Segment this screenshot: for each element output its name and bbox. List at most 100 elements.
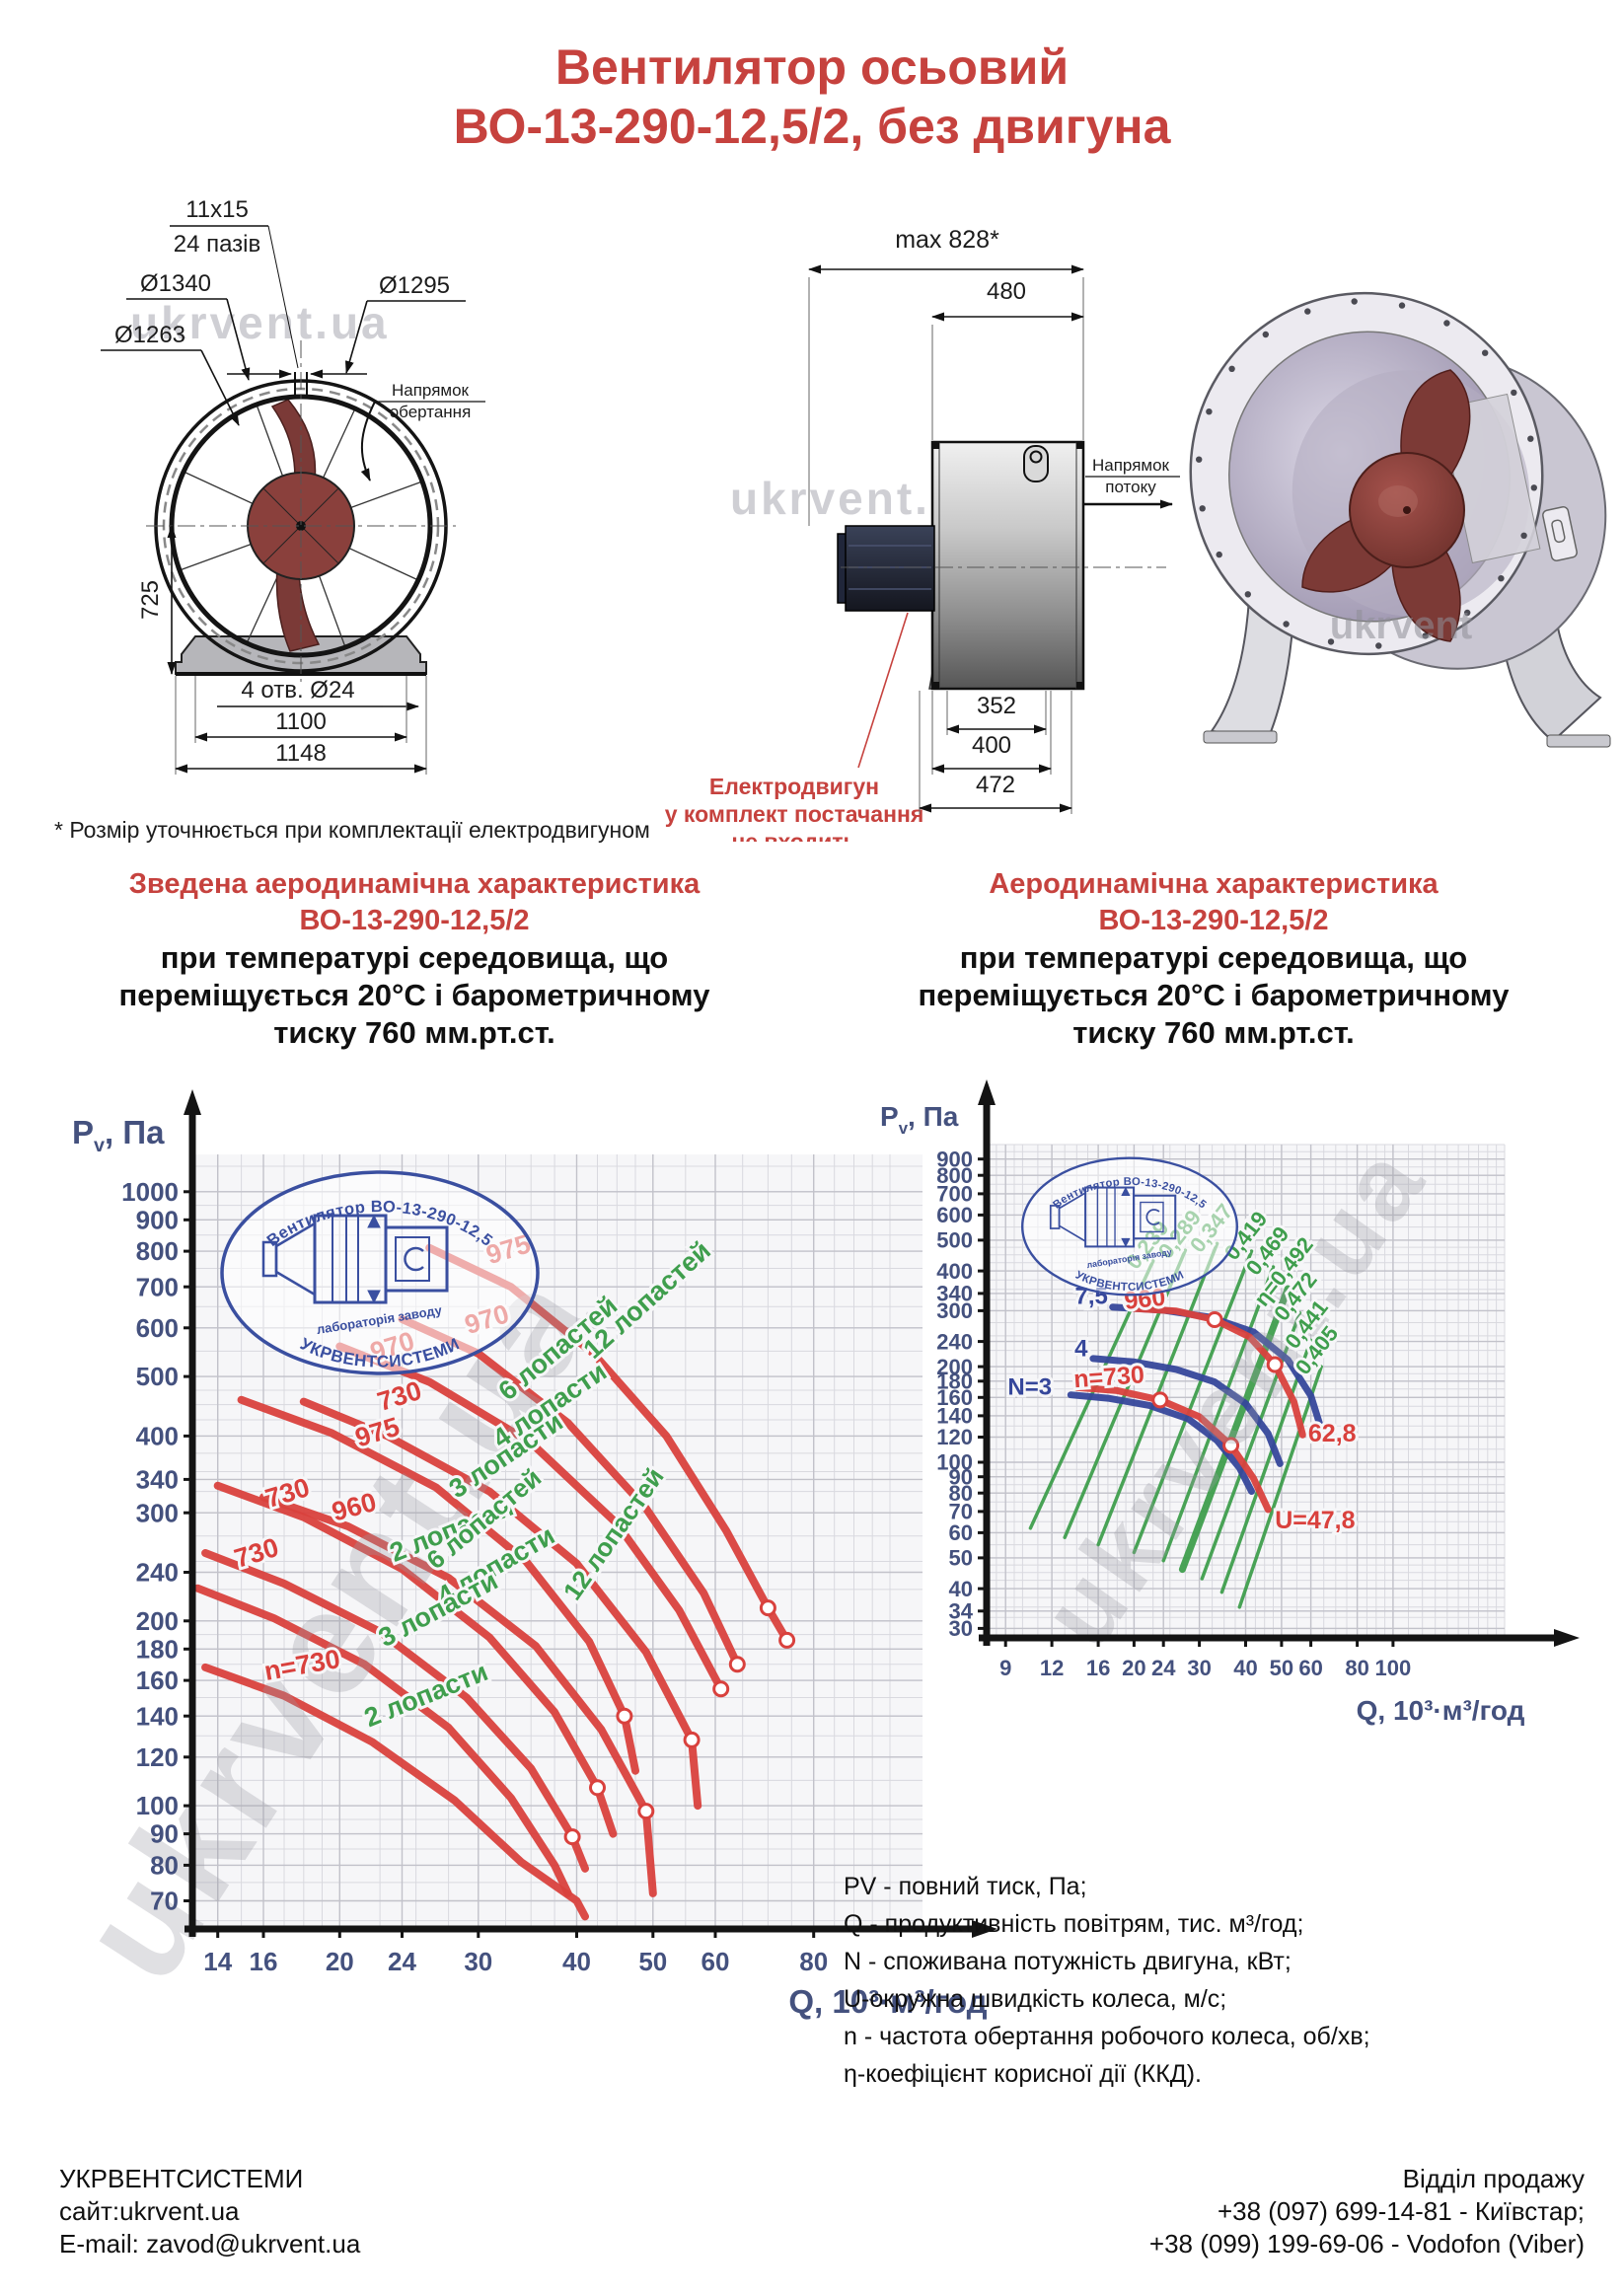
rim-plate xyxy=(1542,506,1578,561)
data-marker xyxy=(1151,1391,1169,1409)
left-section-title-1: Зведена аеродинамічна характеристика xyxy=(128,868,701,900)
left-section-header: Зведена аеродинамічна характеристика ВО-… xyxy=(39,866,789,1052)
data-marker xyxy=(616,1707,633,1725)
summary-chart-svg: ukrvent.ua97512 лопастей9706 лопастей970… xyxy=(54,1089,997,2020)
right-section-header: Аеродинамічна характеристика ВО-13-290-1… xyxy=(839,866,1588,1052)
x-tick-label: 9 xyxy=(999,1656,1011,1680)
y-tick-label: 340 xyxy=(936,1282,973,1306)
title-line2: ВО-13-290-12,5/2, без двигуна xyxy=(453,99,1171,154)
footnote: * Розмір уточнюється при комплектації ел… xyxy=(54,817,650,843)
y-tick-label: 200 xyxy=(936,1355,973,1379)
y-tick-label: 34 xyxy=(949,1599,974,1624)
y-axis-title: Pv, Па xyxy=(880,1101,959,1138)
y-tick-label: 340 xyxy=(136,1465,179,1495)
legend-line: η-коефіцієнт корисної дії (ККД). xyxy=(844,2060,1202,2088)
casing xyxy=(930,440,1085,691)
data-marker xyxy=(637,1803,655,1820)
y-tick-label: 30 xyxy=(949,1616,973,1641)
legend-line: U-окружна швидкість колеса, м/с; xyxy=(844,1985,1227,2013)
motor xyxy=(845,525,935,612)
right-section-title-2: ВО-13-290-12,5/2 xyxy=(1098,905,1329,936)
y-tick-label: 70 xyxy=(949,1500,973,1524)
y-tick-label: 160 xyxy=(936,1385,973,1410)
bolt-dots xyxy=(1196,298,1537,649)
y-tick-label: 70 xyxy=(150,1887,179,1916)
watermark-text: ukrvent xyxy=(1330,604,1473,647)
data-marker xyxy=(683,1731,701,1748)
series xyxy=(1028,1241,1325,1609)
stamp-fan-glyph xyxy=(1049,1186,1177,1248)
left-foot xyxy=(1203,730,1278,744)
aero-chart-svg: ukrvent.ua7,59604N=3n=73062,8U=47,80,239… xyxy=(880,1079,1580,1726)
rotation-arrow xyxy=(360,401,376,481)
left-section-cond-1: при температурі середовища, що xyxy=(160,940,669,975)
y-tick-label: 400 xyxy=(936,1259,973,1284)
curve-label: 62,8 xyxy=(1308,1420,1357,1447)
left-section-cond-3: тиску 760 мм.рт.ст. xyxy=(273,1015,555,1050)
dim-height: 725 xyxy=(137,580,164,620)
data-marker xyxy=(712,1680,730,1698)
flow-label-1: Напрямок xyxy=(1092,456,1170,475)
left-section-cond-2: переміщується 20°С і барометричному xyxy=(118,978,710,1012)
y-tick-label: 600 xyxy=(136,1313,179,1343)
y-tick-label: 120 xyxy=(136,1742,179,1772)
data-marker xyxy=(1266,1356,1284,1373)
dim-w1: 1100 xyxy=(275,708,327,735)
legend-line: PV - повний тиск, Па; xyxy=(844,1873,1087,1900)
dim-d-inner: Ø1263 xyxy=(114,322,185,348)
factory-stamp: Вентилятор ВО-13-290-12,5УКРВЕНТСИСТЕМИл… xyxy=(220,1170,540,1375)
x-tick-label: 16 xyxy=(250,1947,278,1976)
right-foot xyxy=(1546,734,1611,748)
x-axis-title: Q, 10³·м³/год xyxy=(1357,1695,1525,1726)
watermark-text: ukrvent.ua xyxy=(130,297,390,348)
curve xyxy=(1161,1265,1276,1563)
x-tick-label: 100 xyxy=(1375,1656,1412,1680)
footer-contacts-block: Відділ продажу +38 (097) 699-14-81 - Киї… xyxy=(835,2163,1585,2260)
curve xyxy=(1237,1365,1323,1609)
x-tick-label: 20 xyxy=(326,1947,354,1976)
title-line1: Вентилятор осьовий xyxy=(554,39,1070,95)
left-section-title-2: ВО-13-290-12,5/2 xyxy=(299,905,530,936)
y-tick-label: 160 xyxy=(136,1666,179,1695)
x-tick-label: 20 xyxy=(1122,1656,1145,1680)
company-name: УКРВЕНТСИСТЕМИ xyxy=(59,2164,304,2193)
x-tick-label: 80 xyxy=(799,1947,828,1976)
y-tick-label: 200 xyxy=(136,1606,179,1636)
3d-view-drawing: ukrvent xyxy=(1154,192,1618,784)
y-tick-label: 90 xyxy=(949,1464,973,1489)
dim-slot-count: 24 пазів xyxy=(174,231,261,258)
stamp-fan-glyph xyxy=(261,1214,449,1304)
y-tick-label: 60 xyxy=(949,1520,973,1545)
x-tick-label: 80 xyxy=(1345,1656,1368,1680)
data-marker xyxy=(589,1779,606,1797)
company-email: E-mail: zavod@ukrvent.ua xyxy=(59,2229,361,2259)
y-tick-label: 80 xyxy=(949,1481,973,1506)
legend-line: n - частота обертання робочого колеса, о… xyxy=(844,2023,1370,2050)
x-tick-label: 14 xyxy=(203,1947,232,1976)
curve xyxy=(1072,1383,1272,1514)
summary-aero-chart: ukrvent.ua97512 лопастей9706 лопастей970… xyxy=(54,1061,1041,2057)
side-view-drawing: max 828* 480 Напрямок потоку Електродвиг… xyxy=(612,190,1184,842)
x-tick-label: 24 xyxy=(388,1947,416,1976)
motor-note-2: у комплект постачання xyxy=(665,801,924,827)
y-tick-label: 800 xyxy=(136,1236,179,1266)
front-view-drawing: 11x15 24 пазів Ø1340 Ø1263 Ø1295 Напрямо… xyxy=(79,190,503,782)
axes: 1000900800700600500400340300240200180160… xyxy=(72,1089,997,2020)
curve xyxy=(1178,1285,1292,1574)
x-tick-label: 40 xyxy=(562,1947,591,1976)
footer-company-block: УКРВЕНТСИСТЕМИ сайт:ukrvent.ua E-mail: z… xyxy=(59,2163,360,2260)
aero-chart: ukrvent.ua7,59604N=3n=73062,8U=47,80,239… xyxy=(868,1061,1618,1771)
y-tick-label: 500 xyxy=(936,1228,973,1253)
dim-w2: 1148 xyxy=(275,740,327,767)
y-tick-label: 80 xyxy=(150,1851,179,1881)
y-tick-label: 40 xyxy=(949,1577,973,1601)
curve-label: N=3 xyxy=(1007,1374,1052,1401)
curve xyxy=(1132,1249,1254,1555)
legend-line: Q - продуктивність повітрям, тис. м³/год… xyxy=(844,1910,1304,1938)
factory-stamp: Вентилятор ВО-13-290-12,5УКРВЕНТСИСТЕМИл… xyxy=(1021,1156,1238,1296)
x-tick-label: 50 xyxy=(1270,1656,1293,1680)
x-tick-label: 50 xyxy=(638,1947,667,1976)
right-section-cond-2: переміщується 20°С і барометричному xyxy=(918,978,1510,1012)
y-tick-label: 300 xyxy=(936,1298,973,1323)
